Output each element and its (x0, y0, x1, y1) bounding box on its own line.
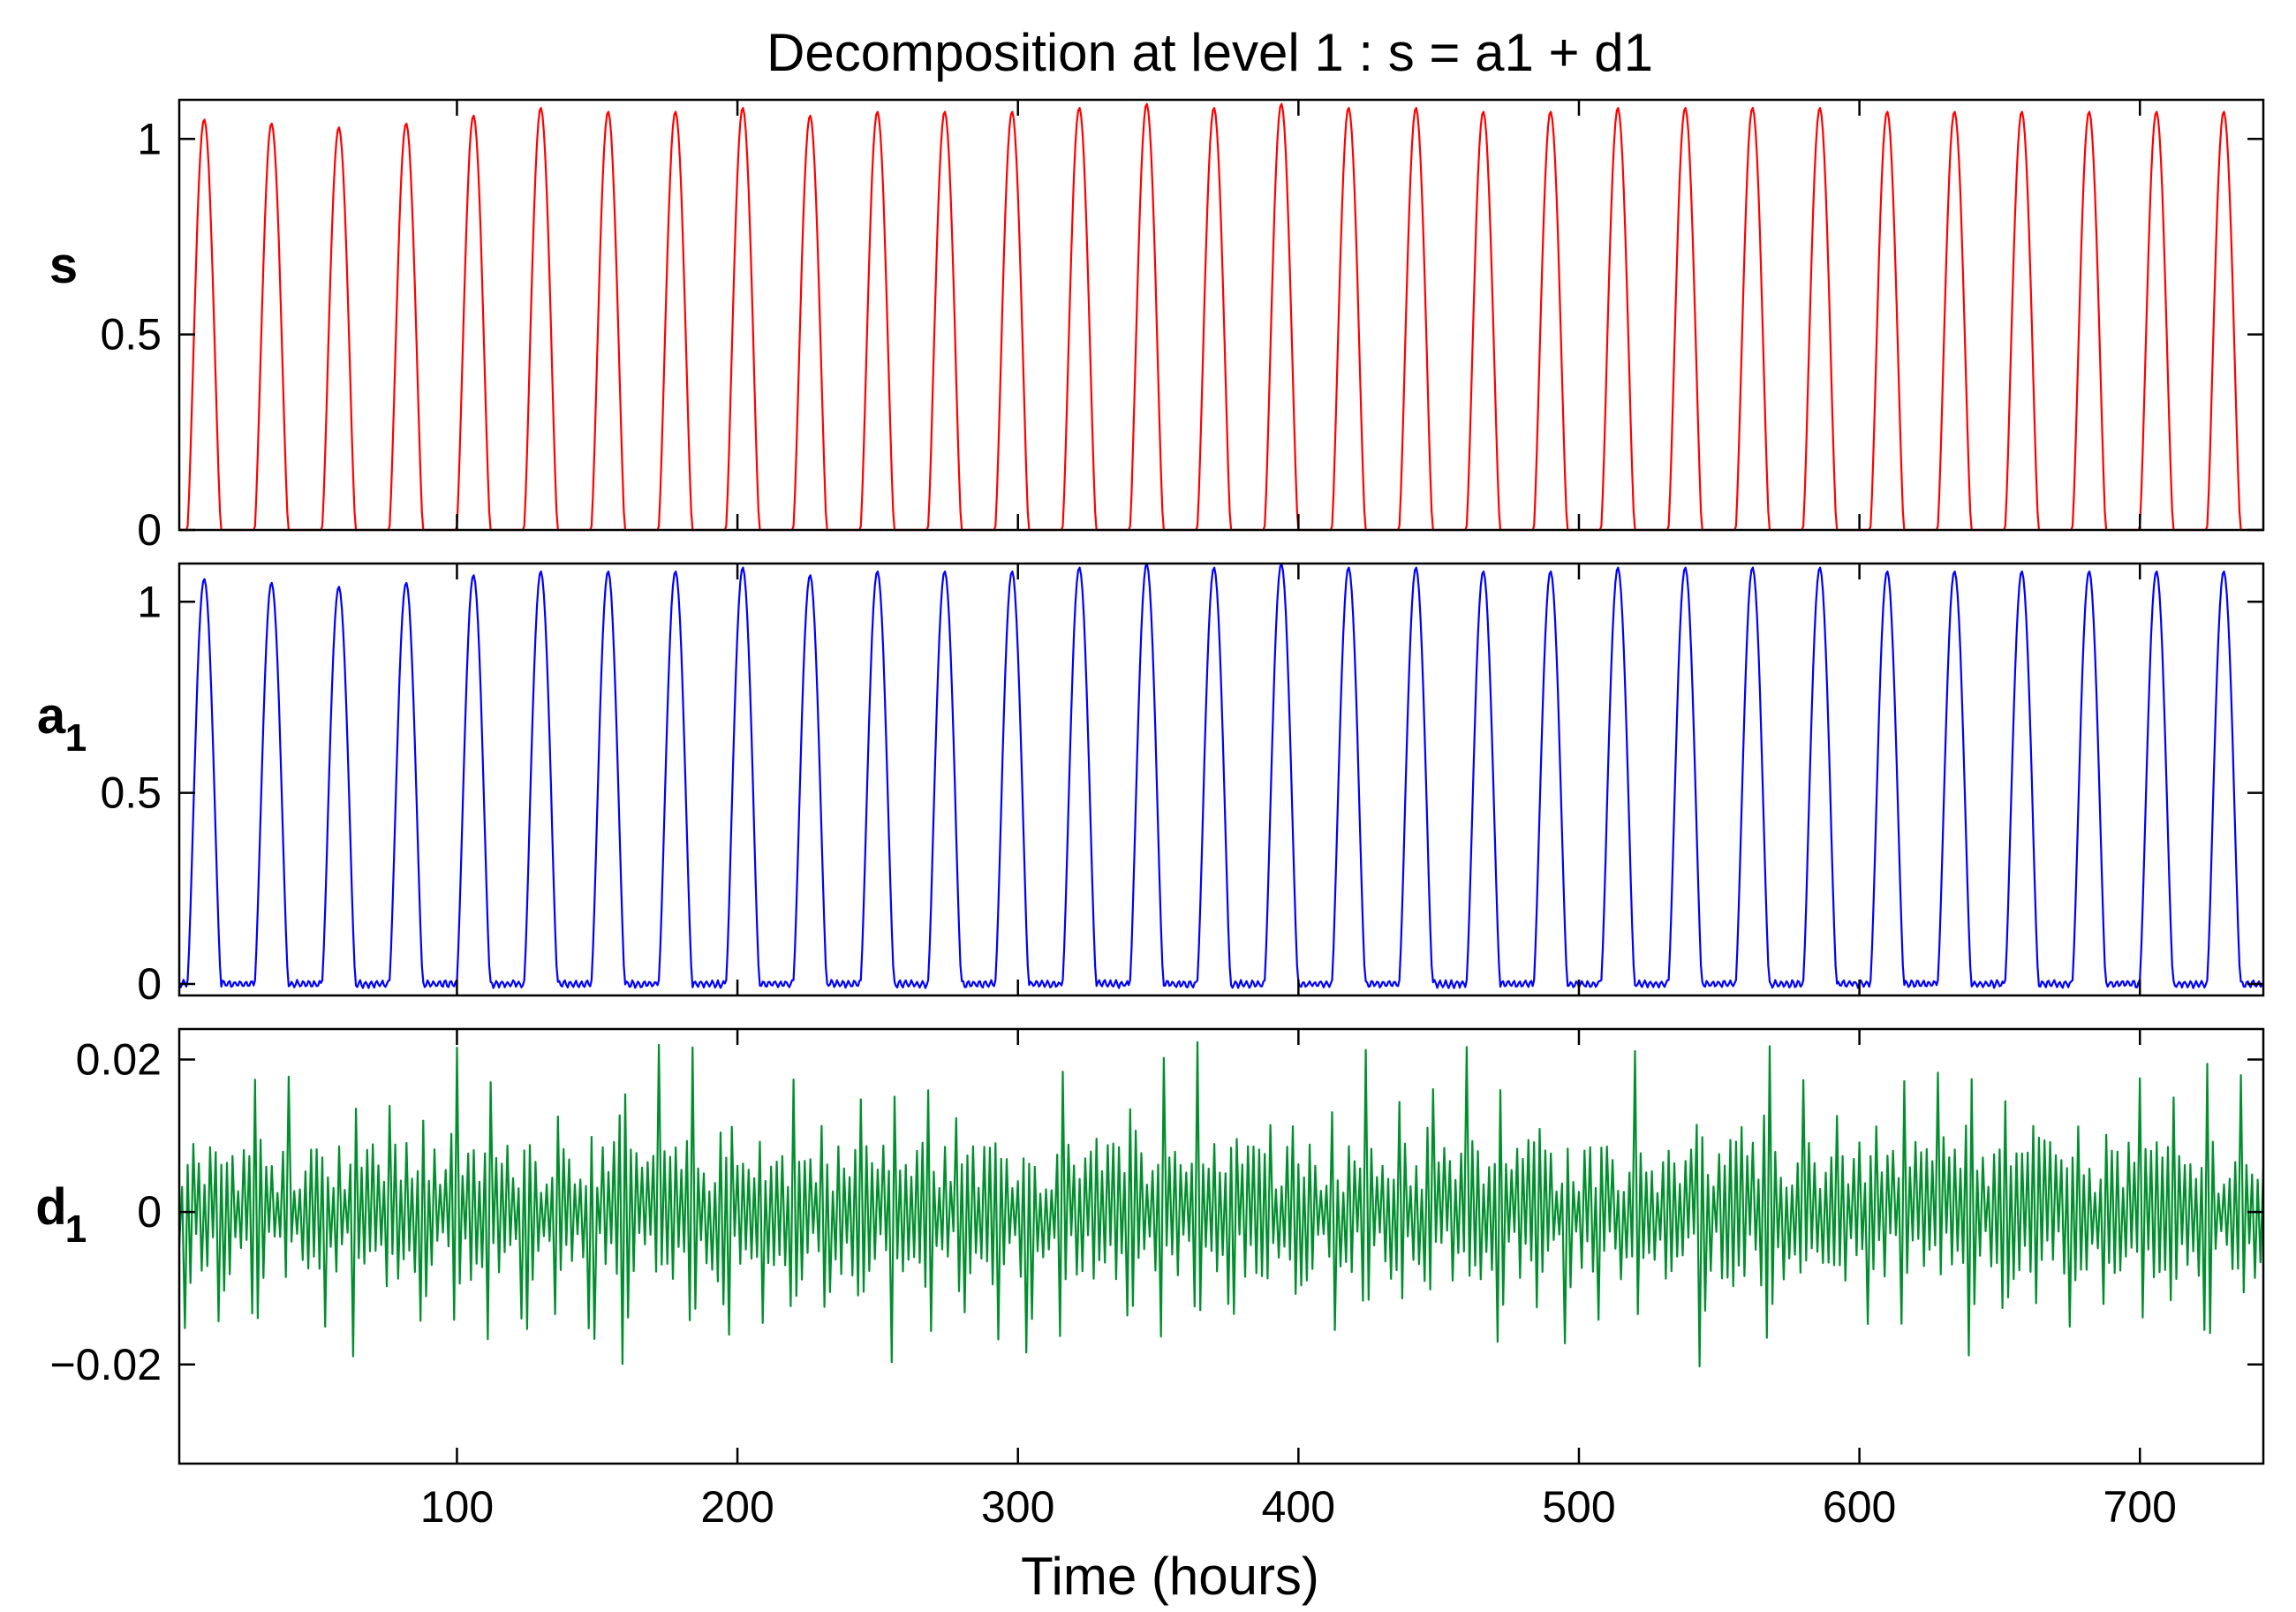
xtick-label: 400 (1262, 1482, 1335, 1532)
series-line-a1 (177, 563, 2264, 989)
axes-frame-a1 (177, 562, 2265, 997)
xtick-label: 500 (1542, 1482, 1615, 1532)
ylabel-a1: a (37, 687, 66, 745)
series-d1-group (177, 1041, 2265, 1367)
ylabel-a1-subscript: 1 (65, 716, 87, 760)
ytick-label-a1: 0 (137, 959, 162, 1009)
ytick-label-a1: 1 (137, 577, 162, 626)
panel-s: 00.51 s (49, 98, 2265, 555)
axis-ticks-s: 00.51 (100, 100, 2263, 555)
ytick-label-a1: 0.5 (100, 768, 162, 818)
ytick-label-s: 0 (137, 505, 162, 555)
axes-frame-d1 (177, 1027, 2265, 1465)
ytick-label-d1: 0.02 (76, 1035, 162, 1085)
panel-d1: −0.02 0 0.02 d 1 (35, 1027, 2265, 1465)
axis-ticks-a1: 00.51 (100, 564, 2263, 1009)
xtick-label: 200 (700, 1482, 774, 1532)
x-axis-label: Time (hours) (1021, 1547, 1319, 1606)
series-a1-group (177, 563, 2264, 989)
ytick-label-s: 0.5 (100, 310, 162, 359)
axis-ticks-d1: −0.02 0 0.02 (49, 1029, 2263, 1464)
ytick-label-d1: −0.02 (49, 1340, 162, 1389)
xtick-label: 700 (2103, 1482, 2177, 1532)
ylabel-d1: d (35, 1178, 66, 1236)
panel-a1: 00.51 a 1 (37, 562, 2265, 1009)
xtick-label: 100 (420, 1482, 494, 1532)
chart-title: Decomposition at level 1 : s = a1 + d1 (767, 23, 1653, 82)
ylabel-s: s (49, 237, 78, 294)
ytick-label-s: 1 (137, 114, 162, 163)
ytick-label-d1: 0 (137, 1187, 162, 1237)
xtick-label: 600 (1823, 1482, 1896, 1532)
ylabel-d1-subscript: 1 (65, 1207, 87, 1251)
xtick-label: 300 (981, 1482, 1054, 1532)
x-tick-labels: 100 200 300 400 500 600 700 (420, 1482, 2177, 1532)
series-line-d1 (177, 1041, 2265, 1367)
axes-frame-s (177, 98, 2265, 532)
